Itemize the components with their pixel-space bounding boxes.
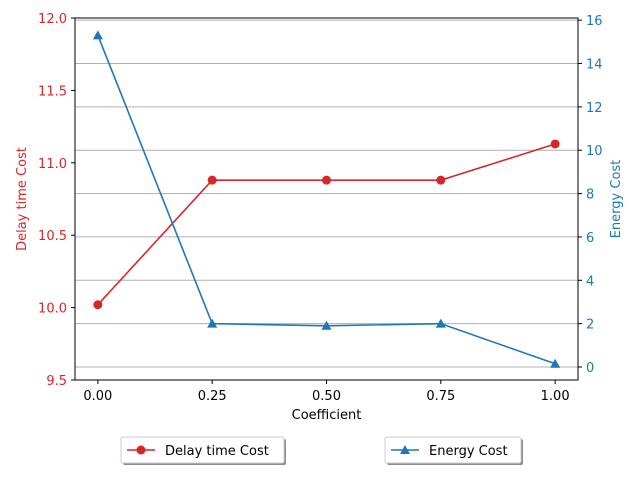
delay-time-cost-point-3 [436,175,446,185]
legend-item-delay-time-cost: Delay time Cost [120,436,286,465]
x-tick-label-2: 0.50 [312,389,341,404]
right-tick-label-6: 12 [586,101,603,116]
legend-box-energy-cost [384,436,522,464]
energy-cost-point-0 [92,30,103,40]
delay-time-cost-point-1 [207,175,217,185]
right-axis-label: Energy Cost [609,160,624,239]
energy-cost-point-1 [207,318,218,328]
right-tick-label-1: 2 [586,318,594,333]
delay-time-cost-point-2 [322,175,331,185]
right-tick-label-5: 10 [586,144,603,159]
x-tick-label-4: 1.00 [541,389,570,404]
energy-cost-point-3 [435,318,446,328]
x-axis-label: Coefficient [292,408,362,423]
right-tick-label-3: 6 [586,231,594,246]
energy-cost-point-4 [550,358,561,368]
right-tick-label-7: 14 [586,58,603,73]
x-tick-label-3: 0.75 [426,389,455,404]
left-tick-label-2: 10.5 [38,229,67,244]
delay-time-cost-point-0 [93,300,103,310]
left-tick-label-4: 11.5 [38,84,67,99]
right-tick-label-8: 16 [586,14,603,29]
legend-layer: Delay time Cost Energy Cost [120,436,523,465]
legend-marker-energy-cost [400,445,410,454]
right-tick-label-2: 4 [586,274,594,289]
left-axis-label: Delay time Cost [15,147,30,251]
x-tick-label-0: 0.00 [83,389,112,404]
legend-label-energy-cost: Energy Cost [429,444,508,459]
left-tick-label-3: 11.0 [38,157,67,172]
legend-marker-delay-time-cost [136,445,146,455]
energy-cost-point-2 [321,320,332,330]
right-tick-label-0: 0 [586,361,594,376]
legend-label-delay-time-cost: Delay time Cost [165,444,269,459]
legend-box-delay-time-cost [120,436,285,464]
right-tick-label-4: 8 [586,188,594,203]
left-tick-label-1: 10.0 [38,302,67,317]
left-tick-label-5: 12.0 [38,12,67,27]
grid-lines [75,19,578,368]
delay-time-cost-point-4 [550,139,560,149]
series-layer [92,30,561,368]
left-tick-label-0: 9.5 [46,374,67,389]
energy-cost-line [97,35,556,365]
x-tick-label-1: 0.25 [198,389,227,404]
axes-layer: 0.00 0.25 0.50 0.75 1.00 9.5 10.0 10.5 11.0 11.5 1… [38,12,603,404]
legend-item-energy-cost: Energy Cost [384,436,523,465]
